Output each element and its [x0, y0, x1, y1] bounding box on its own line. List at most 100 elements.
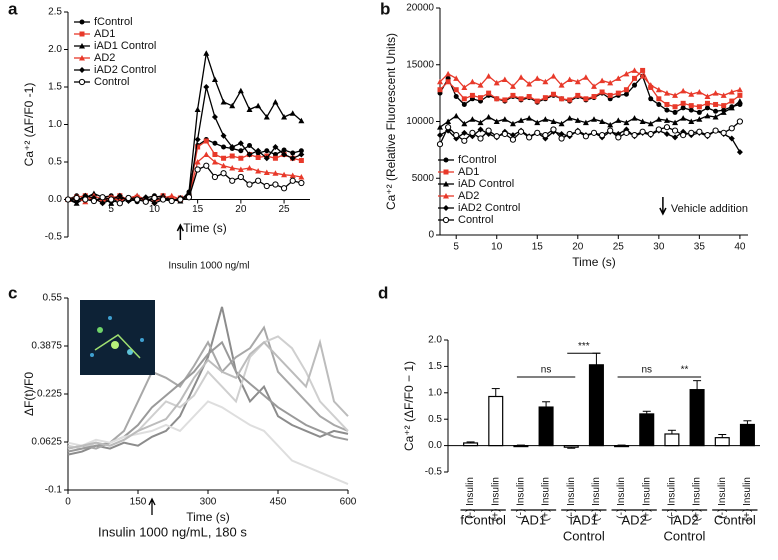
marker	[194, 166, 201, 173]
marker	[194, 106, 201, 112]
arrow	[176, 223, 185, 240]
y-tick-label: 20000	[406, 3, 434, 14]
x-tick-label: 5	[108, 204, 114, 215]
marker	[443, 205, 449, 211]
marker	[558, 130, 565, 137]
y-tick-label: 1.5	[48, 82, 62, 93]
marker	[78, 78, 86, 86]
marker	[116, 192, 123, 199]
legend-label: AD2	[94, 52, 115, 64]
x-tick-label: (+) Insulin	[641, 477, 652, 521]
marker	[615, 117, 622, 123]
marker	[615, 134, 622, 141]
marker	[728, 88, 735, 95]
marker	[599, 89, 605, 95]
marker	[442, 216, 450, 224]
arrow	[148, 497, 156, 515]
marker	[534, 98, 540, 104]
marker	[212, 140, 218, 146]
significance-label: ***	[578, 341, 590, 352]
marker	[542, 116, 549, 122]
marker	[272, 99, 279, 105]
marker	[255, 155, 261, 160]
marker	[582, 133, 589, 140]
marker	[574, 78, 581, 85]
marker	[453, 87, 459, 93]
marker	[453, 94, 459, 100]
marker	[177, 196, 184, 203]
legend-label: iAD1 Control	[94, 40, 156, 52]
bar	[614, 445, 630, 448]
marker	[453, 112, 460, 119]
marker	[134, 196, 141, 203]
marker	[246, 165, 253, 171]
marker	[116, 200, 123, 207]
marker	[246, 151, 253, 158]
x-tick-label: (+) Insulin	[742, 477, 753, 521]
marker	[221, 144, 227, 150]
marker	[639, 73, 646, 79]
marker	[64, 196, 72, 203]
marker	[142, 194, 149, 201]
marker	[461, 96, 467, 102]
marker	[79, 67, 85, 73]
marker	[680, 87, 687, 94]
marker	[574, 128, 581, 135]
x-tick-label: 35	[694, 242, 706, 253]
marker	[229, 165, 236, 171]
marker	[477, 126, 484, 133]
marker	[272, 155, 278, 161]
x-tick-label: 0	[65, 497, 71, 508]
marker	[203, 50, 210, 56]
marker	[90, 197, 98, 205]
inset-micrograph	[80, 300, 155, 375]
marker	[142, 198, 149, 205]
y-tick-label: -0.1	[45, 485, 63, 496]
marker	[298, 179, 305, 187]
marker	[509, 136, 517, 143]
bar	[463, 442, 479, 447]
marker	[443, 157, 449, 163]
x-tick-label: (-) Insulin	[667, 477, 678, 519]
marker	[477, 82, 484, 88]
annotation: Insulin 1000 ng/ml	[168, 261, 249, 272]
marker	[566, 130, 573, 138]
marker	[272, 144, 279, 150]
marker	[203, 151, 210, 157]
significance-label: **	[681, 365, 689, 376]
x-tick-label: 25	[279, 204, 291, 215]
marker	[558, 82, 565, 88]
marker	[229, 177, 236, 184]
marker	[289, 177, 296, 184]
x-tick-label: 30	[653, 242, 665, 253]
group-label: fControl	[460, 512, 506, 527]
marker	[728, 104, 735, 111]
marker	[82, 196, 89, 203]
marker	[647, 130, 654, 138]
marker	[590, 129, 598, 136]
marker	[501, 130, 508, 138]
marker	[582, 74, 589, 80]
marker	[688, 103, 694, 109]
marker	[542, 95, 548, 101]
marker	[220, 132, 227, 139]
marker	[510, 92, 516, 98]
y-tick-label: 1.0	[428, 387, 442, 398]
marker	[647, 82, 654, 88]
marker	[704, 100, 710, 106]
marker	[229, 102, 236, 109]
x-tick-label: (+) Insulin	[591, 477, 602, 521]
marker	[486, 90, 492, 96]
marker	[526, 115, 533, 121]
marker	[656, 101, 662, 107]
marker	[623, 87, 629, 93]
marker	[194, 159, 201, 165]
marker	[263, 182, 270, 190]
marker	[493, 118, 500, 124]
marker	[246, 181, 253, 188]
marker	[672, 119, 679, 126]
marker	[640, 67, 646, 73]
marker	[712, 90, 719, 96]
marker	[542, 132, 549, 139]
y-tick-label: 0	[428, 230, 434, 241]
